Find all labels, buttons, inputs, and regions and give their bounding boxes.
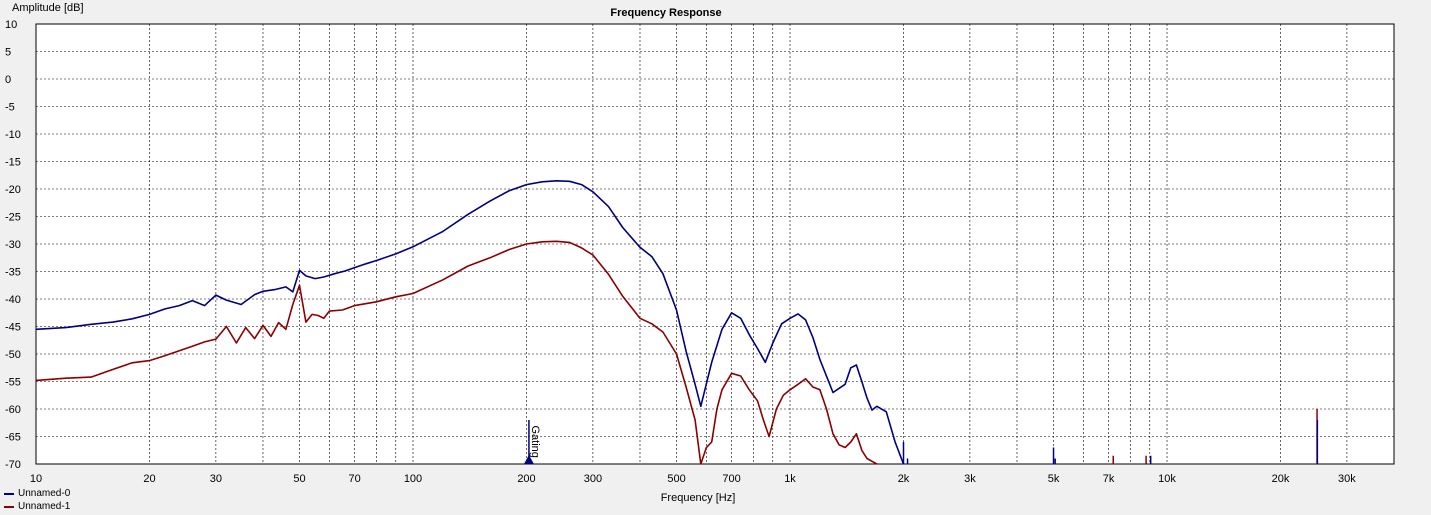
plot-area	[35, 23, 1395, 465]
y-tick-label: -5	[5, 102, 15, 114]
x-tick-label: 10	[30, 473, 42, 485]
y-tick-label: 0	[5, 74, 11, 86]
y-tick-label: -70	[5, 459, 21, 471]
gating-marker[interactable]: Gating	[523, 420, 541, 464]
y-tick-label: -30	[5, 239, 21, 251]
x-tick-label: 300	[584, 473, 602, 485]
y-tick-label: -40	[5, 294, 21, 306]
x-tick-label: 30	[210, 473, 222, 485]
y-tick-label: -10	[5, 129, 21, 141]
y-tick-labels: 10 5 0 -5 -10 -15 -20 -25 -30 -35 -40 -45 -50 -55 -60 -…	[5, 19, 21, 471]
legend-label-1: Unnamed-1	[18, 501, 71, 512]
gating-marker-arrow-icon	[523, 455, 534, 464]
x-tick-label: 70	[348, 473, 360, 485]
y-tick-label: -20	[5, 184, 21, 196]
x-tick-label: 50	[293, 473, 305, 485]
series-line-1	[36, 240, 878, 464]
x-tick-labels: 10 20 30 50 70 100 200 300 500 700 1k 2k 3k 5k 7k 10k 20…	[30, 473, 1356, 485]
x-tick-label: 2k	[898, 473, 910, 485]
spike-artifacts	[902, 409, 1319, 464]
y-tick-label: -50	[5, 349, 21, 361]
x-tick-label: 30k	[1338, 473, 1356, 485]
y-tick-label: -60	[5, 404, 21, 416]
y-axis-label: Amplitude [dB]	[12, 2, 84, 14]
legend-swatch-0	[4, 492, 14, 495]
gating-marker-label: Gating	[529, 426, 541, 458]
legend-swatch-1	[4, 505, 14, 508]
x-tick-label: 20k	[1272, 473, 1290, 485]
legend-label-0: Unnamed-0	[18, 488, 71, 499]
grid-lines	[36, 24, 1394, 464]
y-tick-label: -55	[5, 377, 21, 389]
x-tick-label: 500	[667, 473, 685, 485]
x-axis-label: Frequency [Hz]	[661, 492, 736, 504]
x-tick-label: 7k	[1103, 473, 1115, 485]
y-tick-label: -65	[5, 432, 21, 444]
y-tick-label: -45	[5, 322, 21, 334]
series-line-0	[36, 180, 905, 464]
x-tick-label: 20	[143, 473, 155, 485]
x-tick-label: 100	[404, 473, 422, 485]
y-tick-label: 5	[5, 47, 11, 59]
x-tick-label: 700	[722, 473, 740, 485]
y-tick-label: -15	[5, 157, 21, 169]
x-tick-label: 5k	[1048, 473, 1060, 485]
legend-item-1: Unnamed-1	[4, 501, 70, 512]
y-tick-label: -25	[5, 212, 21, 224]
series-group	[36, 180, 1319, 464]
chart-title: Frequency Response	[610, 7, 721, 19]
y-tick-label: -35	[5, 267, 21, 279]
x-tick-label: 10k	[1158, 473, 1176, 485]
x-tick-label: 1k	[784, 473, 796, 485]
y-tick-label: 10	[5, 19, 17, 31]
x-tick-label: 3k	[964, 473, 976, 485]
legend-item-0: Unnamed-0	[4, 488, 70, 499]
x-tick-label: 200	[517, 473, 535, 485]
